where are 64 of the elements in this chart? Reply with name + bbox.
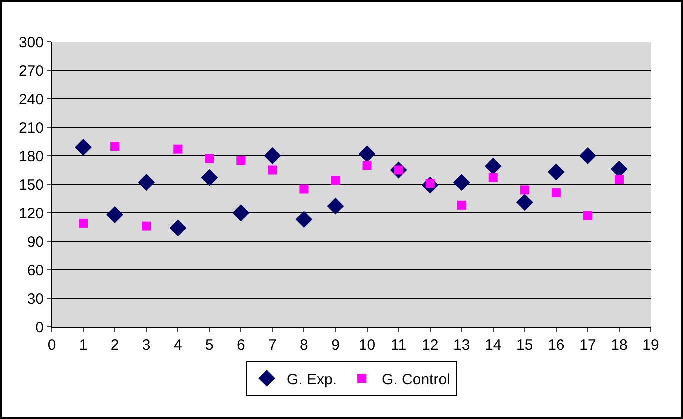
point (75, 139, 92, 156)
x-tick-label: 3 (142, 337, 151, 354)
x-tick-label: 16 (548, 337, 565, 354)
point (296, 211, 313, 228)
legend-label: G. Control (382, 371, 450, 388)
x-tick-label: 8 (300, 337, 308, 354)
x-tick-label: 1 (79, 337, 88, 354)
x-tick-label: 18 (611, 337, 628, 354)
x-tick-label: 4 (174, 337, 182, 354)
point (300, 184, 309, 194)
y-tick-label: 60 (27, 262, 44, 280)
point (580, 148, 596, 164)
point (358, 146, 376, 163)
x-tick-label: 12 (422, 337, 439, 354)
y-tick-label: 270 (18, 62, 44, 80)
x-tick-label: 5 (205, 337, 214, 354)
y-tick-label: 240 (18, 91, 44, 108)
y-tick-label: 300 (18, 34, 44, 52)
x-tick-label: 19 (642, 337, 660, 354)
point (488, 173, 498, 182)
point (201, 169, 218, 186)
point (138, 174, 156, 192)
point (331, 176, 340, 186)
point (106, 206, 124, 224)
x-tick-label: 13 (453, 337, 470, 354)
x-tick-label: 14 (485, 337, 502, 354)
point (268, 166, 278, 175)
y-tick-label: 120 (18, 205, 44, 222)
point (142, 222, 152, 231)
legend-label: G. Exp. (287, 371, 338, 388)
point (205, 154, 214, 164)
point (110, 142, 120, 151)
x-tick-label: 7 (268, 337, 277, 354)
y-tick-label: 30 (27, 290, 44, 308)
point (552, 188, 561, 198)
x-tick-label: 15 (516, 337, 534, 354)
x-tick-label: 11 (391, 337, 407, 354)
x-tick-label: 9 (332, 337, 340, 354)
x-tick-label: 10 (358, 337, 376, 354)
point (583, 211, 592, 220)
y-tick-label: 210 (18, 120, 44, 137)
y-tick-label: 150 (18, 176, 44, 194)
point (453, 174, 470, 192)
point (548, 164, 565, 181)
point (457, 200, 466, 210)
point (516, 194, 534, 211)
point (520, 186, 530, 195)
point (232, 204, 250, 222)
point (484, 158, 502, 175)
x-tick-label: 2 (110, 337, 120, 354)
point (170, 220, 187, 237)
x-tick-label: 6 (236, 337, 246, 354)
point (264, 148, 282, 164)
x-tick-label: 0 (48, 337, 56, 354)
point (236, 156, 246, 166)
point (327, 198, 344, 215)
point (79, 218, 88, 228)
y-tick-label: 180 (18, 148, 44, 166)
point (362, 161, 372, 170)
x-tick-label: 17 (580, 337, 596, 354)
y-tick-label: 90 (27, 234, 44, 251)
y-tick-label: 0 (36, 319, 44, 336)
point (614, 175, 624, 184)
point (174, 144, 183, 154)
